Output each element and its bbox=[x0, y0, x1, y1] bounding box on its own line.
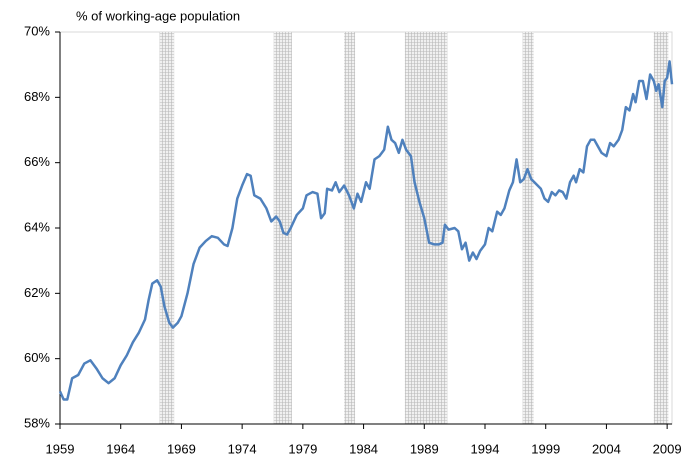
x-tick-label: 1989 bbox=[410, 441, 439, 456]
plot-frame bbox=[59, 31, 673, 425]
x-tick-label: 1959 bbox=[46, 441, 75, 456]
x-tick-label: 2004 bbox=[592, 441, 621, 456]
x-tick-label: 1984 bbox=[349, 441, 378, 456]
y-tick-label: 58% bbox=[24, 415, 50, 430]
y-tick-label: 64% bbox=[24, 219, 50, 234]
y-tick-label: 68% bbox=[24, 89, 50, 104]
x-tick-label: 1969 bbox=[167, 441, 196, 456]
x-tick-label: 1974 bbox=[228, 441, 257, 456]
x-tick-label: 1964 bbox=[106, 441, 135, 456]
recession-band bbox=[159, 32, 175, 424]
y-tick-label: 70% bbox=[24, 23, 50, 38]
x-tick-label: 2009 bbox=[653, 441, 682, 456]
chart-title: % of working-age population bbox=[76, 8, 240, 23]
y-tick-label: 60% bbox=[24, 350, 50, 365]
x-tick-label: 1994 bbox=[471, 441, 500, 456]
y-tick-label: 66% bbox=[24, 154, 50, 169]
x-tick-label: 1979 bbox=[288, 441, 317, 456]
line-series bbox=[58, 60, 674, 401]
recession-band bbox=[344, 32, 356, 424]
y-tick-label: 62% bbox=[24, 285, 50, 300]
x-tick-label: 1999 bbox=[531, 441, 560, 456]
recession-band bbox=[522, 32, 534, 424]
recession-band bbox=[653, 32, 669, 424]
